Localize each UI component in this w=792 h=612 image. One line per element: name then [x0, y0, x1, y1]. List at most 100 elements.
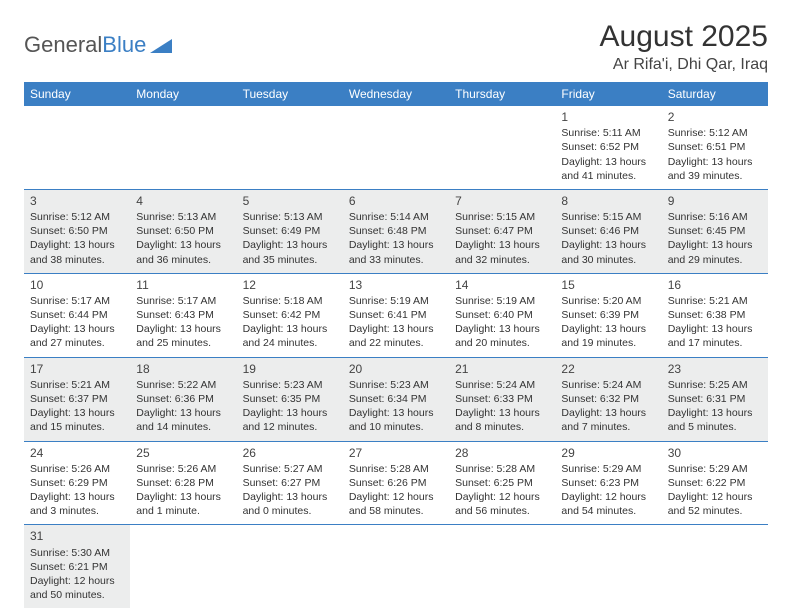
- daylight: Daylight: 13 hours and 39 minutes.: [668, 155, 762, 183]
- day-number: 7: [455, 193, 549, 209]
- calendar-day: 17Sunrise: 5:21 AMSunset: 6:37 PMDayligh…: [24, 357, 130, 441]
- day-number: 18: [136, 361, 230, 377]
- sunrise: Sunrise: 5:26 AM: [30, 462, 124, 476]
- daylight: Daylight: 13 hours and 12 minutes.: [243, 406, 337, 434]
- day-number: 8: [561, 193, 655, 209]
- sunrise: Sunrise: 5:18 AM: [243, 294, 337, 308]
- day-number: 11: [136, 277, 230, 293]
- sunrise: Sunrise: 5:22 AM: [136, 378, 230, 392]
- day-header: Saturday: [662, 82, 768, 106]
- daylight: Daylight: 13 hours and 30 minutes.: [561, 238, 655, 266]
- sunrise: Sunrise: 5:19 AM: [455, 294, 549, 308]
- daylight: Daylight: 13 hours and 32 minutes.: [455, 238, 549, 266]
- daylight: Daylight: 13 hours and 10 minutes.: [349, 406, 443, 434]
- sunset: Sunset: 6:41 PM: [349, 308, 443, 322]
- calendar-day: 3Sunrise: 5:12 AMSunset: 6:50 PMDaylight…: [24, 189, 130, 273]
- sunrise: Sunrise: 5:13 AM: [136, 210, 230, 224]
- day-header: Monday: [130, 82, 236, 106]
- sunrise: Sunrise: 5:12 AM: [30, 210, 124, 224]
- sunrise: Sunrise: 5:15 AM: [455, 210, 549, 224]
- calendar-empty: [555, 525, 661, 608]
- sunrise: Sunrise: 5:29 AM: [561, 462, 655, 476]
- daylight: Daylight: 13 hours and 14 minutes.: [136, 406, 230, 434]
- sunrise: Sunrise: 5:19 AM: [349, 294, 443, 308]
- day-number: 4: [136, 193, 230, 209]
- sunrise: Sunrise: 5:17 AM: [136, 294, 230, 308]
- sunset: Sunset: 6:46 PM: [561, 224, 655, 238]
- sunset: Sunset: 6:45 PM: [668, 224, 762, 238]
- logo-text-2: Blue: [102, 32, 146, 58]
- sunset: Sunset: 6:33 PM: [455, 392, 549, 406]
- calendar-week: 10Sunrise: 5:17 AMSunset: 6:44 PMDayligh…: [24, 273, 768, 357]
- calendar-day: 9Sunrise: 5:16 AMSunset: 6:45 PMDaylight…: [662, 189, 768, 273]
- day-number: 5: [243, 193, 337, 209]
- sunset: Sunset: 6:44 PM: [30, 308, 124, 322]
- sunset: Sunset: 6:50 PM: [136, 224, 230, 238]
- calendar-day: 15Sunrise: 5:20 AMSunset: 6:39 PMDayligh…: [555, 273, 661, 357]
- sunrise: Sunrise: 5:30 AM: [30, 546, 124, 560]
- calendar-week: 24Sunrise: 5:26 AMSunset: 6:29 PMDayligh…: [24, 441, 768, 525]
- calendar-empty: [662, 525, 768, 608]
- day-header: Sunday: [24, 82, 130, 106]
- sunset: Sunset: 6:48 PM: [349, 224, 443, 238]
- sunset: Sunset: 6:35 PM: [243, 392, 337, 406]
- calendar-week: 31Sunrise: 5:30 AMSunset: 6:21 PMDayligh…: [24, 525, 768, 608]
- sunrise: Sunrise: 5:23 AM: [349, 378, 443, 392]
- sunrise: Sunrise: 5:24 AM: [561, 378, 655, 392]
- day-number: 31: [30, 528, 124, 544]
- calendar-empty: [343, 525, 449, 608]
- day-number: 12: [243, 277, 337, 293]
- sunrise: Sunrise: 5:23 AM: [243, 378, 337, 392]
- calendar-empty: [449, 525, 555, 608]
- calendar-day: 18Sunrise: 5:22 AMSunset: 6:36 PMDayligh…: [130, 357, 236, 441]
- sunrise: Sunrise: 5:17 AM: [30, 294, 124, 308]
- calendar-day: 14Sunrise: 5:19 AMSunset: 6:40 PMDayligh…: [449, 273, 555, 357]
- day-number: 1: [561, 109, 655, 125]
- calendar-empty: [343, 106, 449, 189]
- sunrise: Sunrise: 5:28 AM: [349, 462, 443, 476]
- sunrise: Sunrise: 5:20 AM: [561, 294, 655, 308]
- calendar-day: 30Sunrise: 5:29 AMSunset: 6:22 PMDayligh…: [662, 441, 768, 525]
- sunset: Sunset: 6:25 PM: [455, 476, 549, 490]
- daylight: Daylight: 13 hours and 27 minutes.: [30, 322, 124, 350]
- calendar-empty: [130, 525, 236, 608]
- calendar-day: 7Sunrise: 5:15 AMSunset: 6:47 PMDaylight…: [449, 189, 555, 273]
- sunset: Sunset: 6:51 PM: [668, 140, 762, 154]
- calendar-day: 11Sunrise: 5:17 AMSunset: 6:43 PMDayligh…: [130, 273, 236, 357]
- calendar-empty: [237, 106, 343, 189]
- daylight: Daylight: 12 hours and 56 minutes.: [455, 490, 549, 518]
- daylight: Daylight: 13 hours and 7 minutes.: [561, 406, 655, 434]
- day-header: Tuesday: [237, 82, 343, 106]
- day-number: 27: [349, 445, 443, 461]
- day-header: Thursday: [449, 82, 555, 106]
- day-number: 3: [30, 193, 124, 209]
- sunset: Sunset: 6:50 PM: [30, 224, 124, 238]
- sunrise: Sunrise: 5:28 AM: [455, 462, 549, 476]
- logo-triangle-icon: [150, 37, 172, 53]
- sunset: Sunset: 6:39 PM: [561, 308, 655, 322]
- day-number: 28: [455, 445, 549, 461]
- sunset: Sunset: 6:28 PM: [136, 476, 230, 490]
- day-header: Wednesday: [343, 82, 449, 106]
- day-number: 15: [561, 277, 655, 293]
- day-number: 26: [243, 445, 337, 461]
- calendar-day: 27Sunrise: 5:28 AMSunset: 6:26 PMDayligh…: [343, 441, 449, 525]
- daylight: Daylight: 13 hours and 41 minutes.: [561, 155, 655, 183]
- logo-text-1: General: [24, 32, 102, 58]
- daylight: Daylight: 12 hours and 50 minutes.: [30, 574, 124, 602]
- sunset: Sunset: 6:34 PM: [349, 392, 443, 406]
- sunset: Sunset: 6:43 PM: [136, 308, 230, 322]
- day-number: 14: [455, 277, 549, 293]
- calendar-day: 5Sunrise: 5:13 AMSunset: 6:49 PMDaylight…: [237, 189, 343, 273]
- day-number: 25: [136, 445, 230, 461]
- calendar-day: 16Sunrise: 5:21 AMSunset: 6:38 PMDayligh…: [662, 273, 768, 357]
- daylight: Daylight: 13 hours and 29 minutes.: [668, 238, 762, 266]
- day-number: 13: [349, 277, 443, 293]
- month-title: August 2025: [600, 20, 768, 54]
- calendar-day: 2Sunrise: 5:12 AMSunset: 6:51 PMDaylight…: [662, 106, 768, 189]
- sunrise: Sunrise: 5:11 AM: [561, 126, 655, 140]
- day-number: 23: [668, 361, 762, 377]
- daylight: Daylight: 13 hours and 25 minutes.: [136, 322, 230, 350]
- calendar-week: 1Sunrise: 5:11 AMSunset: 6:52 PMDaylight…: [24, 106, 768, 189]
- sunrise: Sunrise: 5:29 AM: [668, 462, 762, 476]
